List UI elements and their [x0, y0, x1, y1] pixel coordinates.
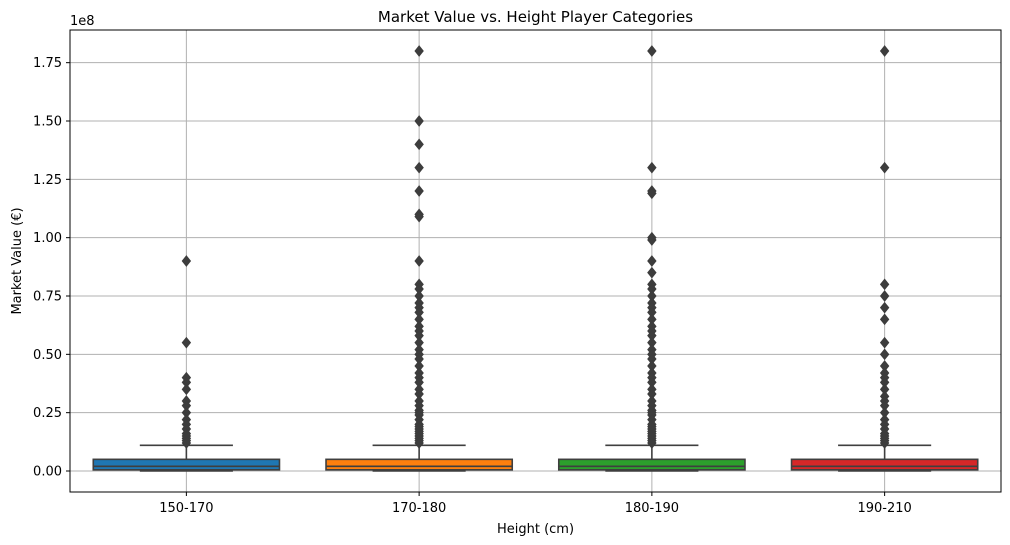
outlier-point: [879, 313, 890, 326]
x-tick-label: 190-210: [857, 501, 911, 516]
outlier-point: [414, 185, 424, 197]
outlier-point: [647, 437, 657, 449]
outlier-point: [414, 45, 424, 57]
outlier-point: [414, 255, 424, 267]
chart-title: Market Value vs. Height Player Categorie…: [378, 8, 693, 26]
outlier-point: [414, 437, 424, 449]
outlier-point: [181, 437, 192, 449]
outlier-point: [181, 383, 192, 396]
y-tick-label: 0.00: [33, 465, 62, 480]
outlier-point: [414, 210, 424, 223]
outlier-point: [647, 266, 657, 279]
y-tick-label: 0.50: [33, 348, 62, 363]
iqr-box: [325, 458, 514, 471]
outlier-point: [647, 234, 657, 246]
outlier-point: [647, 187, 657, 200]
y-tick-label: 1.00: [33, 231, 62, 246]
box-180-190: [557, 45, 746, 472]
grid: [70, 30, 1001, 492]
outlier-point: [879, 437, 890, 449]
y-tick-label: 0.25: [33, 406, 62, 421]
outlier-point: [414, 161, 424, 174]
iqr-box: [790, 458, 979, 471]
boxes: [92, 45, 979, 472]
y-tick-label: 0.75: [33, 290, 62, 305]
outlier-point: [414, 138, 424, 151]
box-150-170: [92, 255, 281, 472]
outlier-point: [879, 161, 890, 174]
iqr-box: [557, 458, 746, 471]
x-axis-title: Height (cm): [497, 522, 574, 537]
box-190-210: [790, 45, 979, 472]
outlier-point: [647, 255, 657, 267]
outlier-point: [879, 278, 890, 291]
outlier-point: [647, 161, 657, 174]
y-tick-label: 1.25: [33, 173, 62, 188]
outlier-point: [879, 45, 890, 57]
y-tick-label: 1.75: [33, 56, 62, 71]
y-tick-label: 1.50: [33, 115, 62, 130]
outlier-point: [879, 336, 890, 349]
x-tick-label: 170-180: [392, 501, 446, 516]
outlier-point: [414, 115, 424, 127]
axis-ticks: 0.00 0.25 0.50 0.75 1.00 1.25 1.50 1.75 150-170 1…: [33, 56, 912, 516]
plot-frame: [69, 29, 1002, 493]
iqr-box: [92, 458, 281, 471]
x-tick-label: 150-170: [159, 501, 213, 516]
outlier-point: [181, 336, 192, 349]
outlier-point: [879, 348, 890, 361]
x-tick-label: 180-190: [625, 501, 679, 516]
y-axis-title: Market Value (€): [10, 207, 25, 314]
outlier-point: [647, 45, 657, 57]
outlier-point: [879, 290, 890, 302]
box-170-180: [325, 45, 514, 472]
outlier-point: [879, 301, 890, 314]
y-scale-label: 1e8: [70, 14, 95, 29]
outlier-point: [181, 255, 192, 267]
